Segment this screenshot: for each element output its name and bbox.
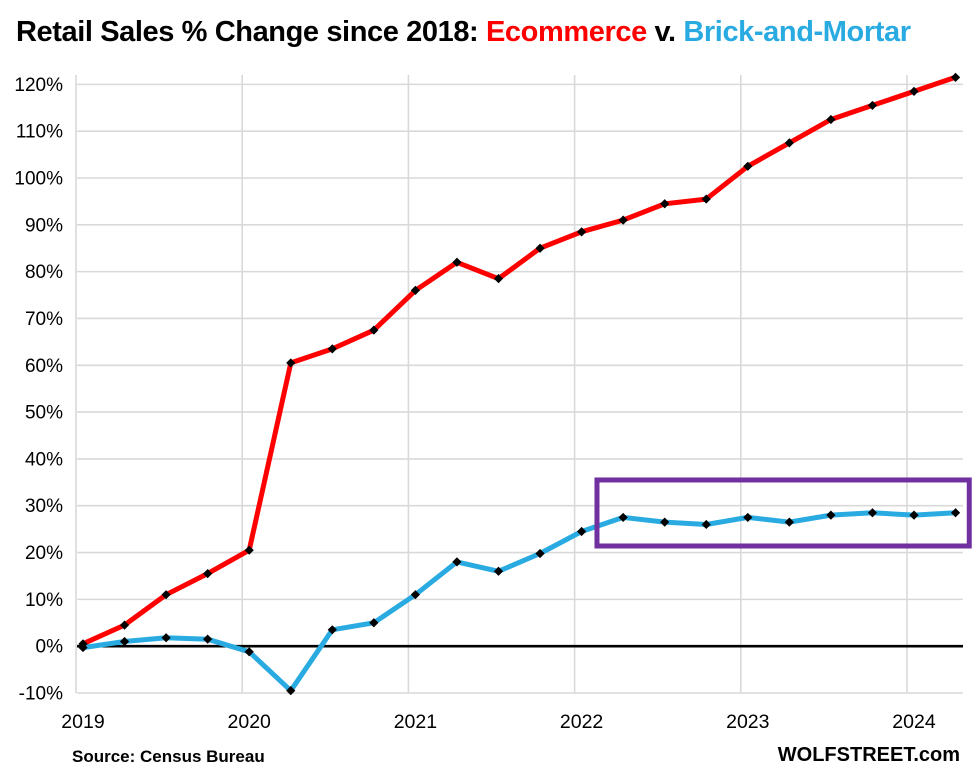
- data-point-marker: [203, 569, 213, 579]
- data-point-marker: [286, 358, 296, 368]
- title-versus: v.: [646, 16, 684, 48]
- data-point-marker: [369, 325, 379, 335]
- data-point-marker: [161, 590, 171, 600]
- data-point-marker: [743, 512, 753, 523]
- page-title: Retail Sales % Change since 2018: Ecomme…: [16, 16, 968, 49]
- x-axis-tick-label: 2023: [726, 711, 769, 733]
- data-point-marker: [743, 161, 753, 171]
- data-point-marker: [161, 633, 171, 643]
- x-axis-tick-label: 2024: [892, 711, 936, 733]
- data-point-marker: [909, 510, 919, 520]
- data-point-marker: [327, 625, 337, 635]
- series-markers-ecommerce: [78, 72, 961, 649]
- series-markers-brick-and-mortar: [78, 508, 961, 696]
- data-point-marker: [535, 548, 545, 559]
- data-point-marker: [369, 618, 379, 628]
- data-point-marker: [701, 194, 711, 204]
- data-point-marker: [618, 215, 628, 225]
- data-point-marker: [410, 285, 420, 295]
- data-point-marker: [826, 510, 836, 520]
- data-point-marker: [119, 636, 130, 647]
- y-axis-tick-label: 10%: [25, 590, 63, 611]
- title-brick-label: Brick-and-Mortar: [683, 16, 911, 48]
- y-axis-tick-label: 20%: [25, 543, 63, 564]
- data-point-marker: [203, 634, 213, 644]
- y-axis-tick-label: 30%: [25, 496, 63, 517]
- y-axis-tick-label: 110%: [16, 122, 63, 143]
- data-point-marker: [950, 508, 961, 518]
- series-line-brick-and-mortar: [80, 510, 958, 694]
- data-point-marker: [867, 100, 878, 111]
- data-point-marker: [493, 274, 504, 284]
- y-axis-tick-label: 60%: [25, 356, 63, 377]
- y-axis-tick-label: 120%: [14, 75, 63, 96]
- data-point-marker: [784, 138, 794, 148]
- data-point-marker: [286, 686, 296, 696]
- data-point-marker: [618, 512, 628, 523]
- x-axis-tick-label: 2021: [394, 711, 437, 733]
- title-prefix: Retail Sales % Change since 2018:: [16, 16, 486, 48]
- data-point-marker: [867, 508, 878, 518]
- wolfstreet-watermark: WOLFSTREET.com: [777, 744, 960, 766]
- data-point-marker: [78, 639, 88, 649]
- data-point-marker: [452, 557, 462, 567]
- data-point-marker: [701, 519, 711, 530]
- title-ecommerce-label: Ecommerce: [485, 16, 647, 48]
- data-point-marker: [327, 344, 337, 354]
- y-axis-tick-label: 50%: [25, 403, 63, 424]
- x-axis-tick-label: 2022: [560, 711, 603, 733]
- y-axis-tick-label: 40%: [25, 449, 63, 470]
- data-point-marker: [660, 517, 670, 527]
- x-axis-tick-label: 2020: [228, 711, 272, 733]
- y-axis-tick-label: 70%: [25, 309, 63, 330]
- y-axis-tick-label: 90%: [25, 215, 63, 236]
- data-point-marker: [577, 227, 587, 237]
- data-point-marker: [244, 545, 254, 555]
- source-note: Source: Census Bureau: [72, 747, 265, 766]
- x-axis-tick-label: 2019: [61, 711, 104, 733]
- y-axis-tick-label: 100%: [14, 169, 63, 190]
- data-point-marker: [660, 199, 670, 209]
- data-point-marker: [909, 86, 919, 96]
- annotation-highlight-box: [594, 477, 972, 549]
- data-point-marker: [535, 243, 545, 253]
- y-axis-tick-label: -10%: [19, 684, 63, 705]
- data-point-marker: [577, 526, 587, 537]
- y-axis-tick-label: 0%: [36, 637, 64, 658]
- data-point-marker: [493, 566, 504, 576]
- data-point-marker: [950, 72, 961, 82]
- data-point-marker: [244, 647, 254, 657]
- data-point-marker: [410, 590, 420, 600]
- data-point-marker: [119, 620, 130, 630]
- data-point-marker: [452, 257, 462, 267]
- series-line-ecommerce: [80, 74, 958, 647]
- y-axis-tick-label: 80%: [25, 262, 63, 283]
- data-point-marker: [826, 114, 836, 125]
- data-point-marker: [784, 517, 794, 527]
